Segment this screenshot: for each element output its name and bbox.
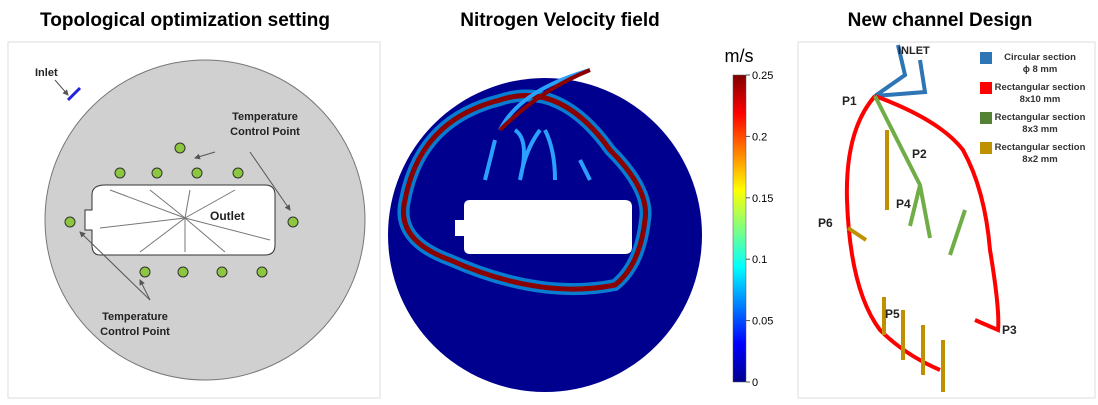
legend-text: Circular section <box>1004 52 1076 63</box>
panel-setting: Inlet Temperature Control Point Outlet T… <box>8 42 380 398</box>
label: Control Point <box>230 126 300 138</box>
legend-swatch <box>980 142 992 154</box>
colorbar-tick-label: 0.25 <box>752 70 773 82</box>
legend-swatch <box>980 52 992 64</box>
colorbar-unit: m/s <box>725 46 754 66</box>
figure: Topological optimization setting Nitroge… <box>0 0 1098 400</box>
legend-text: Rectangular section <box>995 142 1086 153</box>
label: Control Point <box>100 326 170 338</box>
label: Inlet <box>35 67 58 79</box>
legend-swatch <box>980 82 992 94</box>
label: Temperature <box>102 311 168 323</box>
colorbar-tick-label: 0.05 <box>752 316 773 328</box>
panel-title: Nitrogen Velocity field <box>460 10 660 31</box>
legend-text: ϕ 8 mm <box>1023 64 1058 75</box>
label: P2 <box>912 147 927 161</box>
legend-swatch <box>980 112 992 124</box>
colorbar-tick-label: 0 <box>752 377 758 389</box>
legend-text: Rectangular section <box>995 82 1086 93</box>
label: P6 <box>818 216 833 230</box>
colorbar-tick-label: 0.2 <box>752 131 767 143</box>
legend-text: Rectangular section <box>995 112 1086 123</box>
label: P1 <box>842 94 857 108</box>
label: Outlet <box>210 209 245 223</box>
legend-text: 8x10 mm <box>1020 94 1061 105</box>
panel-design: INLET P1 P2 P3 P4 P5 P6 Circular section… <box>798 42 1095 398</box>
colorbar-tick-label: 0.1 <box>752 254 767 266</box>
label: P3 <box>1002 323 1017 337</box>
panel-title: Topological optimization setting <box>40 10 330 31</box>
panel-title: New channel Design <box>848 10 1033 31</box>
label: P5 <box>885 307 900 321</box>
colorbar-tick-label: 0.15 <box>752 193 773 205</box>
label: INLET <box>898 45 930 57</box>
legend-text: 8x3 mm <box>1022 124 1057 135</box>
panel-velocity: m/s 0 0.05 0.1 0.15 0.2 0.25 <box>388 46 773 392</box>
legend-text: 8x2 mm <box>1022 154 1057 165</box>
label: P4 <box>896 197 911 211</box>
label: Temperature <box>232 111 298 123</box>
